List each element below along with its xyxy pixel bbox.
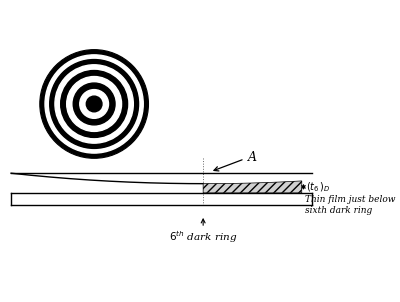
Circle shape xyxy=(61,71,128,137)
Circle shape xyxy=(80,90,108,118)
Text: A: A xyxy=(248,151,257,164)
Circle shape xyxy=(40,50,148,158)
Circle shape xyxy=(55,65,133,143)
Polygon shape xyxy=(203,181,302,193)
Circle shape xyxy=(73,83,115,125)
Text: $(t_6\,)_D$: $(t_6\,)_D$ xyxy=(306,180,331,194)
Circle shape xyxy=(92,101,97,107)
Text: Thin film just below
sixth dark ring: Thin film just below sixth dark ring xyxy=(305,195,396,215)
Circle shape xyxy=(50,59,138,148)
Circle shape xyxy=(86,96,102,112)
Text: $6^{th}$ dark ring: $6^{th}$ dark ring xyxy=(169,230,237,245)
Circle shape xyxy=(67,76,122,131)
Circle shape xyxy=(45,55,143,153)
